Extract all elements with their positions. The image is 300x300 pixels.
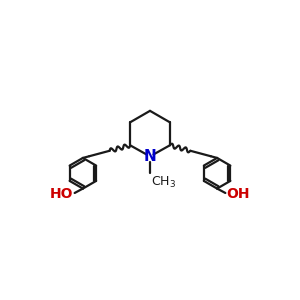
Text: OH: OH — [226, 187, 250, 201]
Text: CH$_3$: CH$_3$ — [151, 174, 176, 190]
Text: N: N — [144, 149, 156, 164]
Text: HO: HO — [50, 187, 74, 201]
